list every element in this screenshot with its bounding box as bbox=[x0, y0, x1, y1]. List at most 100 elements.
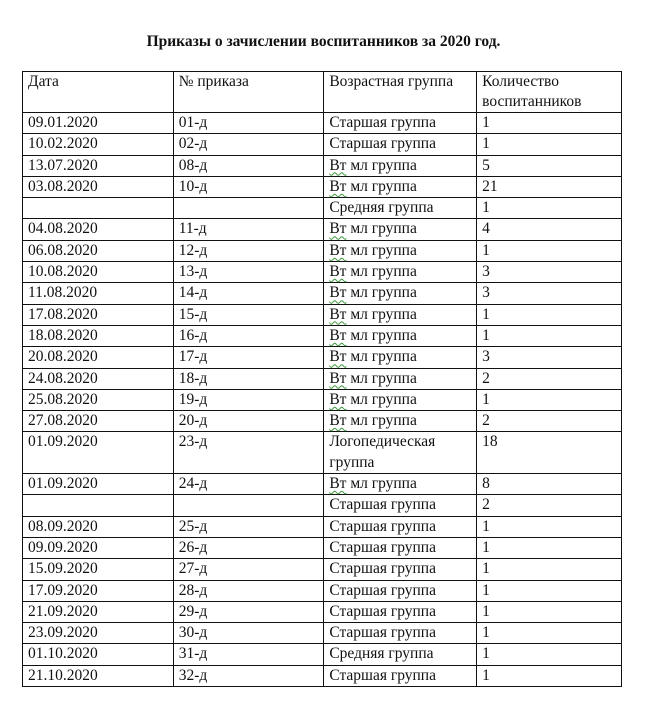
cell-order-number: 30-д bbox=[172, 622, 325, 645]
cell-age-group: Старшая группа bbox=[323, 515, 478, 538]
cell-pupil-count: 1 bbox=[476, 558, 622, 581]
cell-date: 03.08.2020 bbox=[22, 175, 174, 199]
cell-date: 09.01.2020 bbox=[22, 111, 174, 135]
cell-age-group: Старшая группа bbox=[323, 133, 478, 156]
cell-pupil-count: 18 bbox=[476, 431, 622, 475]
spellcheck-underline: Вт bbox=[329, 390, 347, 408]
table-row: 10.02.2020 02-д Старшая группа 1 bbox=[22, 133, 622, 156]
cell-date: 06.08.2020 bbox=[22, 239, 174, 263]
table-body: 09.01.2020 01-д Старшая группа 1 10.02.2020 0… bbox=[22, 111, 622, 688]
cell-date: 21.09.2020 bbox=[22, 600, 174, 624]
header-pupil-count: Количество воспитанников bbox=[476, 71, 622, 113]
cell-date: 24.08.2020 bbox=[22, 367, 174, 390]
table-row: 17.08.2020 15-д Вт мл группа 1 bbox=[22, 303, 622, 326]
cell-order-number: 28-д bbox=[172, 579, 325, 602]
cell-age-group: Вт мл группа bbox=[323, 346, 478, 369]
table-row: 09.01.2020 01-д Старшая группа 1 bbox=[22, 111, 622, 135]
cell-date bbox=[22, 197, 174, 220]
cell-date: 25.08.2020 bbox=[22, 388, 174, 412]
spellcheck-underline: Вт bbox=[329, 156, 347, 174]
cell-date: 09.09.2020 bbox=[22, 536, 174, 560]
spellcheck-underline: Вт bbox=[329, 305, 347, 323]
cell-order-number: 31-д bbox=[172, 643, 325, 666]
spellcheck-underline: Вт bbox=[329, 326, 347, 344]
header-date: Дата bbox=[22, 71, 174, 113]
cell-pupil-count: 3 bbox=[476, 346, 622, 369]
cell-pupil-count: 1 bbox=[476, 515, 622, 538]
document-title: Приказы о зачислении воспитанников за 20… bbox=[146, 33, 501, 50]
cell-date: 20.08.2020 bbox=[22, 346, 174, 369]
header-age-group: Возрастная группа bbox=[323, 71, 478, 113]
cell-order-number: 16-д bbox=[172, 324, 325, 348]
table-row: 15.09.2020 27-д Старшая группа 1 bbox=[22, 558, 622, 581]
cell-date: 10.08.2020 bbox=[22, 261, 174, 284]
cell-date: 01.10.2020 bbox=[22, 643, 174, 666]
cell-age-group: Вт мл группа bbox=[323, 175, 478, 199]
cell-order-number: 13-д bbox=[172, 261, 325, 284]
cell-order-number: 24-д bbox=[172, 473, 325, 496]
cell-date: 10.02.2020 bbox=[22, 133, 174, 156]
cell-order-number: 19-д bbox=[172, 388, 325, 412]
table-row: 11.08.2020 14-д Вт мл группа 3 bbox=[22, 282, 622, 305]
cell-pupil-count: 1 bbox=[476, 239, 622, 263]
table-row: 25.08.2020 19-д Вт мл группа 1 bbox=[22, 388, 622, 412]
table-row: 06.08.2020 12-д Вт мл группа 1 bbox=[22, 239, 622, 263]
cell-order-number: 17-д bbox=[172, 346, 325, 369]
cell-age-group: Вт мл группа bbox=[323, 388, 478, 412]
table-row: 08.09.2020 25-д Старшая группа 1 bbox=[22, 515, 622, 538]
cell-age-group: Логопедическая группа bbox=[323, 431, 478, 475]
spellcheck-underline: Вт bbox=[329, 369, 347, 387]
spellcheck-underline: Вт bbox=[329, 412, 347, 430]
cell-pupil-count: 1 bbox=[476, 133, 622, 156]
table-row: 10.08.2020 13-д Вт мл группа 3 bbox=[22, 261, 622, 284]
cell-order-number: 02-д bbox=[172, 133, 325, 156]
cell-date: 01.09.2020 bbox=[22, 473, 174, 496]
cell-age-group: Средняя группа bbox=[323, 197, 478, 220]
table-row: 17.09.2020 28-д Старшая группа 1 bbox=[22, 579, 622, 602]
cell-order-number: 01-д bbox=[172, 111, 325, 135]
table-row: 21.10.2020 32-д Старшая группа 1 bbox=[22, 664, 622, 688]
cell-date: 18.08.2020 bbox=[22, 324, 174, 348]
cell-pupil-count: 1 bbox=[476, 388, 622, 412]
cell-pupil-count: 1 bbox=[476, 643, 622, 666]
cell-pupil-count: 3 bbox=[476, 261, 622, 284]
table-row: 21.09.2020 29-д Старшая группа 1 bbox=[22, 600, 622, 624]
cell-age-group: Старшая группа bbox=[323, 494, 478, 517]
cell-age-group: Вт мл группа bbox=[323, 367, 478, 390]
cell-age-group: Старшая группа bbox=[323, 536, 478, 560]
cell-order-number: 27-д bbox=[172, 558, 325, 581]
cell-age-group: Старшая группа bbox=[323, 558, 478, 581]
cell-age-group: Старшая группа bbox=[323, 600, 478, 624]
cell-pupil-count: 1 bbox=[476, 622, 622, 645]
cell-date: 08.09.2020 bbox=[22, 515, 174, 538]
cell-age-group: Вт мл группа bbox=[323, 303, 478, 326]
cell-date: 17.09.2020 bbox=[22, 579, 174, 602]
cell-order-number: 26-д bbox=[172, 536, 325, 560]
table-header-row: Дата № приказа Возрастная группа Количес… bbox=[22, 71, 622, 113]
table-row: 01.09.2020 24-д Вт мл группа 8 bbox=[22, 473, 622, 496]
spellcheck-underline: Вт bbox=[329, 475, 347, 493]
table-row: 04.08.2020 11-д Вт мл группа 4 bbox=[22, 218, 622, 241]
cell-pupil-count: 3 bbox=[476, 282, 622, 305]
cell-order-number: 15-д bbox=[172, 303, 325, 326]
cell-pupil-count: 1 bbox=[476, 197, 622, 220]
cell-pupil-count: 1 bbox=[476, 303, 622, 326]
table-row: 23.09.2020 30-д Старшая группа 1 bbox=[22, 622, 622, 645]
cell-order-number bbox=[172, 197, 325, 220]
cell-pupil-count: 2 bbox=[476, 367, 622, 390]
header-order-number: № приказа bbox=[172, 71, 325, 113]
cell-date: 23.09.2020 bbox=[22, 622, 174, 645]
cell-date: 21.10.2020 bbox=[22, 664, 174, 688]
cell-age-group: Вт мл группа bbox=[323, 473, 478, 496]
table-row: 24.08.2020 18-д Вт мл группа 2 bbox=[22, 367, 622, 390]
cell-age-group: Старшая группа bbox=[323, 579, 478, 602]
cell-pupil-count: 1 bbox=[476, 324, 622, 348]
cell-date: 04.08.2020 bbox=[22, 218, 174, 241]
cell-age-group: Вт мл группа bbox=[323, 282, 478, 305]
table-row: 01.10.2020 31-д Средняя группа 1 bbox=[22, 643, 622, 666]
cell-date: 01.09.2020 bbox=[22, 431, 174, 475]
cell-order-number: 32-д bbox=[172, 664, 325, 688]
table-row: 20.08.2020 17-д Вт мл группа 3 bbox=[22, 346, 622, 369]
spellcheck-underline: Вт bbox=[329, 348, 347, 366]
cell-pupil-count: 21 bbox=[476, 175, 622, 199]
